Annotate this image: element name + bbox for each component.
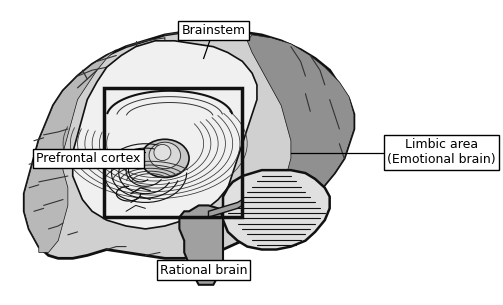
Ellipse shape <box>149 142 181 169</box>
Ellipse shape <box>154 144 171 161</box>
Ellipse shape <box>141 139 189 178</box>
Polygon shape <box>223 170 329 249</box>
Text: Limbic area
(Emotional brain): Limbic area (Emotional brain) <box>387 138 495 167</box>
Text: Prefrontal cortex: Prefrontal cortex <box>36 152 141 165</box>
Polygon shape <box>73 41 257 229</box>
Polygon shape <box>180 205 223 285</box>
Polygon shape <box>208 199 242 217</box>
Polygon shape <box>24 29 354 258</box>
Text: Rational brain: Rational brain <box>160 264 247 277</box>
Bar <box>104 88 242 217</box>
Polygon shape <box>24 50 116 253</box>
Polygon shape <box>247 35 354 220</box>
Text: Brainstem: Brainstem <box>181 24 245 37</box>
